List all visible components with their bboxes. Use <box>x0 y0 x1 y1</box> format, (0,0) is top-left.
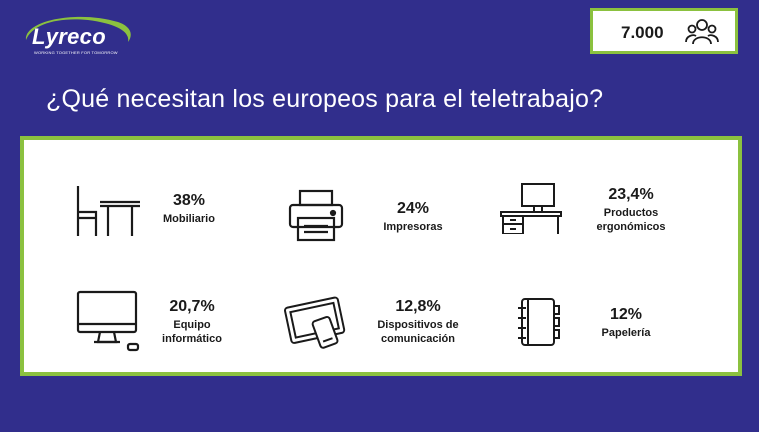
furniture-icon <box>76 186 140 236</box>
tablet-phone-icon <box>284 296 346 349</box>
stat-label: Papelería <box>601 327 651 339</box>
stats-card: 38% Mobiliario 24% Impresoras 23,4% <box>20 136 742 376</box>
stat-percent: 23,4% <box>608 186 654 203</box>
desk-computer-icon <box>500 183 562 234</box>
printer-icon <box>288 189 344 242</box>
stat-label: Dispositivos de comunicación <box>377 319 459 345</box>
lyreco-logo: Lyreco WORKING TOGETHER FOR TOMORROW <box>18 10 138 66</box>
logo-tagline: WORKING TOGETHER FOR TOMORROW <box>34 50 118 55</box>
page-title: ¿Qué necesitan los europeos para el tele… <box>46 85 604 113</box>
stat-text: 12,8% Dispositivos de comunicación <box>360 298 476 346</box>
logo-name: Lyreco <box>32 24 106 49</box>
stat-label: Impresoras <box>383 221 443 233</box>
stat-text: 20,7% Equipo informático <box>144 298 240 346</box>
stat-percent: 20,7% <box>169 298 215 315</box>
stat-percent: 24% <box>396 200 430 217</box>
stat-label: Mobiliario <box>163 213 215 225</box>
respondents-box: 7.000 <box>590 8 738 54</box>
stat-label: Productos ergonómicos <box>596 207 666 233</box>
stat-percent: 12,8% <box>395 298 441 315</box>
notebook-icon <box>518 298 560 346</box>
stat-percent: 12% <box>609 306 643 323</box>
stat-text: 24% Impresoras <box>370 200 456 234</box>
stat-percent: 38% <box>172 192 206 209</box>
stat-text: 23,4% Productos ergonómicos <box>578 186 684 234</box>
stat-text: 38% Mobiliario <box>144 192 234 226</box>
monitor-icon <box>76 290 140 352</box>
stat-text: 12% Papelería <box>586 306 666 340</box>
respondents-count: 7.000 <box>621 23 664 42</box>
people-group-icon <box>685 19 719 45</box>
stat-label: Equipo informático <box>162 319 222 345</box>
